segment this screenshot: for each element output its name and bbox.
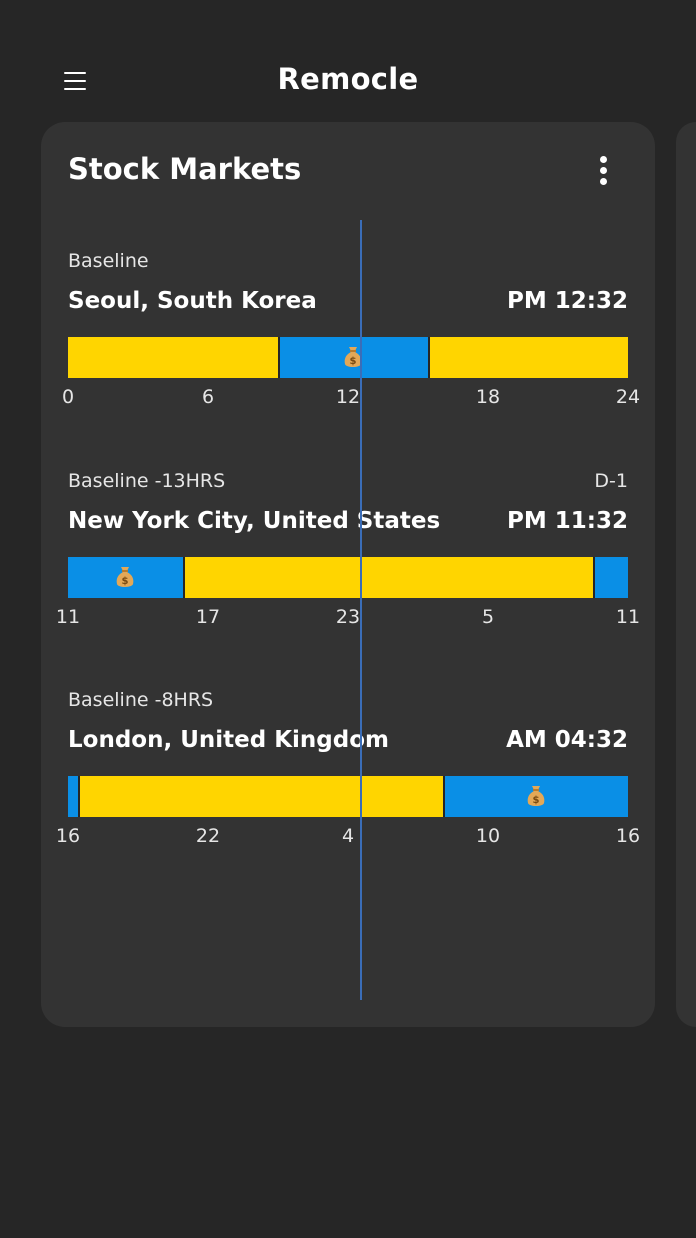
market-london: Baseline -8HRS London, United Kingdom AM… <box>56 689 640 879</box>
money-bag-icon: $ <box>344 347 362 367</box>
card-title: Stock Markets <box>68 152 302 186</box>
market-hours-timeline: $ <box>68 337 628 378</box>
closed-segment <box>68 337 278 378</box>
tick-label: 17 <box>195 606 221 628</box>
tick-label: 0 <box>61 386 75 408</box>
tick-label: 16 <box>55 825 81 847</box>
tick-label: 24 <box>615 386 641 408</box>
tick-label: 11 <box>615 606 641 628</box>
market-hours-timeline: $ <box>68 557 628 598</box>
current-time-marker <box>360 220 362 1000</box>
tick-label: 10 <box>475 825 501 847</box>
tick-label: 11 <box>55 606 81 628</box>
app-bar: Remocle <box>0 0 696 122</box>
city-name: Seoul, South Korea <box>68 288 317 314</box>
next-card-peek[interactable] <box>676 122 696 1027</box>
offset-label: Baseline -13HRS <box>68 470 226 492</box>
open-segment <box>68 776 78 817</box>
local-time: AM 04:32 <box>506 727 628 753</box>
money-bag-icon: $ <box>116 567 134 587</box>
money-bag-icon: $ <box>527 786 545 806</box>
market-hours-timeline: $ <box>68 776 628 817</box>
app-title: Remocle <box>277 62 419 96</box>
closed-segment <box>428 337 628 378</box>
closed-segment <box>183 557 593 598</box>
svg-text:$: $ <box>122 576 129 587</box>
tick-label: 18 <box>475 386 501 408</box>
svg-text:$: $ <box>350 356 357 367</box>
tick-label: 23 <box>335 606 361 628</box>
tick-label: 12 <box>335 386 361 408</box>
market-new-york: Baseline -13HRS D-1 New York City, Unite… <box>56 470 640 660</box>
offset-label: Baseline <box>68 250 149 272</box>
tick-label: 5 <box>481 606 495 628</box>
tick-label: 6 <box>201 386 215 408</box>
closed-segment <box>78 776 443 817</box>
offset-label: Baseline -8HRS <box>68 689 214 711</box>
city-name: London, United Kingdom <box>68 727 389 753</box>
hamburger-menu-icon[interactable] <box>62 68 90 96</box>
tick-label: 4 <box>341 825 355 847</box>
tick-label: 22 <box>195 825 221 847</box>
open-segment <box>593 557 628 598</box>
market-seoul: Baseline Seoul, South Korea PM 12:32 $ 0… <box>62 250 640 440</box>
local-time: PM 11:32 <box>507 508 628 534</box>
stock-markets-card: Stock Markets Baseline Seoul, South Kore… <box>41 122 655 1027</box>
local-time: PM 12:32 <box>507 288 628 314</box>
tick-label: 16 <box>615 825 641 847</box>
more-vertical-icon[interactable] <box>591 152 617 188</box>
day-offset-label: D-1 <box>594 470 628 492</box>
svg-text:$: $ <box>533 795 540 806</box>
city-name: New York City, United States <box>68 508 441 534</box>
